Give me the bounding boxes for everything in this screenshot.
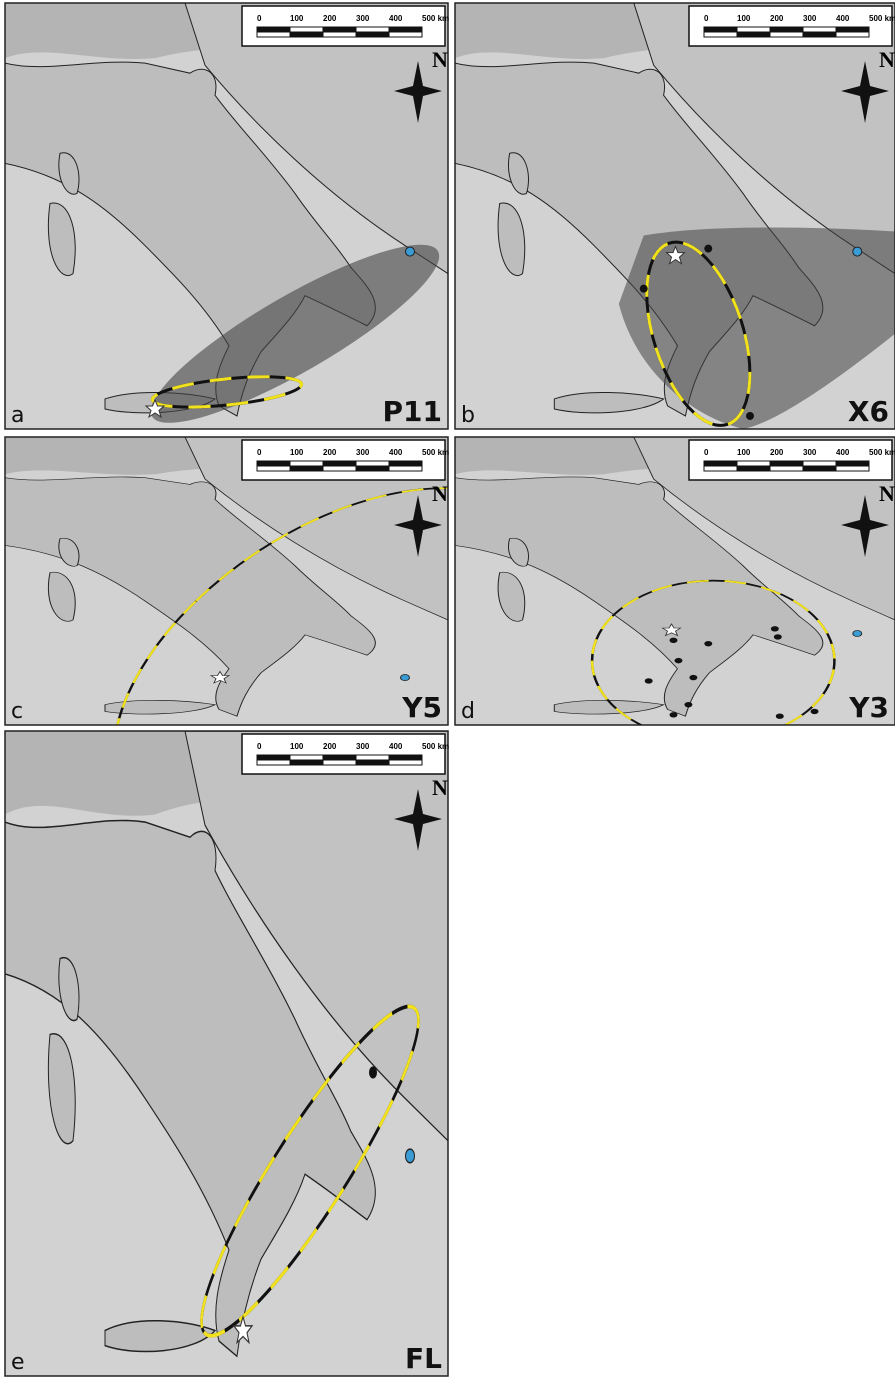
find-spot [675, 658, 683, 663]
scale-tick-label: 400 [836, 448, 850, 457]
panel-label: Y5 [401, 691, 442, 724]
scale-bar: 0 100 200 300 400 500 km [689, 6, 895, 46]
scale-tick-label: 200 [323, 448, 337, 457]
find-spot [774, 634, 782, 639]
scale-tick-label: 300 [356, 14, 370, 23]
compass-north: N [879, 481, 895, 506]
scale-tick-label: 200 [770, 14, 784, 23]
source-point [401, 675, 410, 681]
panel-letter: e [11, 1350, 25, 1375]
source-point [406, 1149, 415, 1163]
scale-tick-label: 300 [356, 742, 370, 751]
scale-tick-label: 200 [323, 742, 337, 751]
find-spot [640, 285, 648, 293]
find-spot [771, 626, 779, 631]
scale-tick-label: 200 [323, 14, 337, 23]
find-spot [369, 1066, 377, 1078]
scale-tick-label: 300 [356, 448, 370, 457]
map-panel: 0 100 200 300 400 500 km Ne FL [5, 731, 449, 1376]
scale-tick-label: 500 km [422, 742, 449, 751]
panel-letter: c [11, 699, 23, 724]
scale-tick-label: 0 [704, 448, 709, 457]
scale-tick-label: 500 km [869, 448, 895, 457]
scale-tick-label: 100 [290, 448, 304, 457]
panel-label: P11 [383, 395, 443, 428]
panel-letter: a [11, 403, 24, 428]
scale-tick-label: 100 [737, 14, 751, 23]
scale-tick-label: 100 [737, 448, 751, 457]
scale-tick-label: 500 km [422, 14, 449, 23]
panel-label: FL [405, 1342, 442, 1375]
compass-north: N [879, 47, 895, 72]
source-point [406, 247, 415, 256]
scale-bar: 0 100 200 300 400 500 km [242, 6, 449, 46]
scale-tick-label: 400 [836, 14, 850, 23]
map-panel: 0 100 200 300 400 500 km Nd Y3 [455, 437, 895, 753]
map-panel: 0 100 200 300 400 500 km Nb X6 [455, 3, 895, 438]
scale-tick-label: 0 [257, 448, 262, 457]
find-spot [811, 709, 819, 714]
scale-tick-label: 400 [389, 448, 403, 457]
map-panel: 0 100 200 300 400 500 km Na P11 [5, 3, 457, 449]
scale-tick-label: 100 [290, 742, 304, 751]
scale-tick-label: 200 [770, 448, 784, 457]
find-spot [746, 412, 754, 420]
scale-tick-label: 100 [290, 14, 304, 23]
find-spot [670, 638, 678, 643]
panel-label: X6 [848, 395, 889, 428]
panel-letter: b [461, 403, 475, 428]
find-spot [704, 641, 712, 646]
scale-bar: 0 100 200 300 400 500 km [242, 734, 449, 774]
find-spot [704, 245, 712, 253]
find-spot [776, 713, 784, 718]
find-spot [684, 702, 692, 707]
compass-north: N [432, 775, 448, 800]
scale-tick-label: 300 [803, 14, 817, 23]
panel-letter: d [461, 699, 475, 724]
scale-tick-label: 500 km [422, 448, 449, 457]
compass-north: N [432, 481, 448, 506]
figure: 0 100 200 300 400 500 km Na P11 0 100 200 300 400 500… [0, 0, 895, 1379]
scale-tick-label: 400 [389, 742, 403, 751]
scale-bar: 0 100 200 300 400 500 km [689, 440, 895, 480]
compass-north: N [432, 47, 448, 72]
scale-tick-label: 0 [257, 14, 262, 23]
find-spot [689, 675, 697, 680]
scale-tick-label: 0 [704, 14, 709, 23]
scale-tick-label: 0 [257, 742, 262, 751]
source-point [853, 630, 862, 636]
scale-tick-label: 300 [803, 448, 817, 457]
scale-tick-label: 400 [389, 14, 403, 23]
find-spot [645, 678, 653, 683]
source-point [853, 247, 862, 256]
scale-bar: 0 100 200 300 400 500 km [242, 440, 449, 480]
panel-label: Y3 [848, 691, 889, 724]
find-spot [670, 712, 678, 717]
find-spot [754, 748, 762, 753]
scale-tick-label: 500 km [869, 14, 895, 23]
